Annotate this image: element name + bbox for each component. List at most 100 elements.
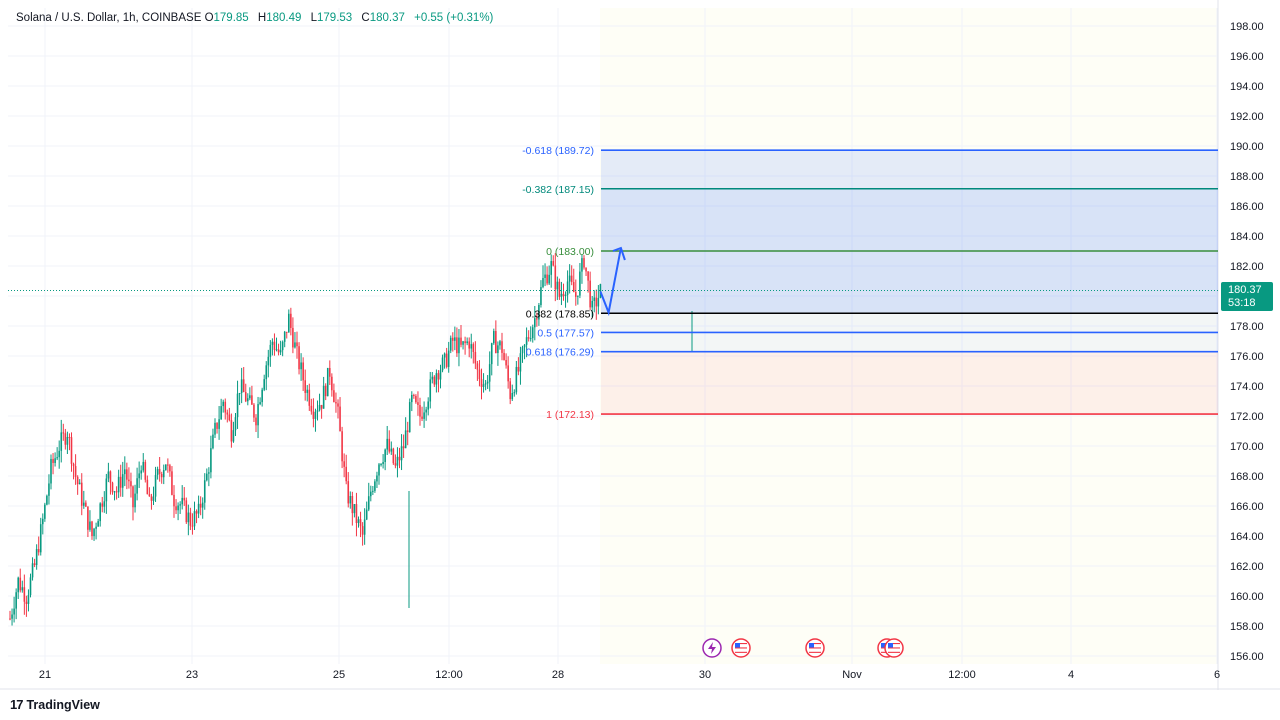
candle-body <box>236 393 239 418</box>
candle-body <box>443 353 446 358</box>
us-flag-icon <box>884 638 904 658</box>
candle-body <box>31 563 34 578</box>
low-label: L <box>310 12 318 24</box>
candle-body <box>376 475 378 482</box>
candle-body <box>552 261 555 266</box>
candle-body <box>281 341 284 351</box>
candle-body <box>158 469 161 474</box>
candle-body <box>212 434 214 449</box>
x-tick-label: Nov <box>842 669 862 681</box>
candle-body <box>152 496 155 501</box>
candle-body <box>203 480 206 503</box>
candle-body <box>23 587 26 602</box>
candle-body <box>265 365 268 380</box>
candle-body <box>411 394 413 403</box>
candle-body <box>87 506 89 530</box>
candle-body <box>408 402 411 432</box>
y-tick-label: 198.00 <box>1230 21 1264 33</box>
candle-body <box>156 469 159 475</box>
y-tick-label: 188.00 <box>1230 171 1264 183</box>
symbol-header: Solana / U.S. Dollar, 1h, COINBASE O179.… <box>16 12 493 24</box>
candle-body <box>406 430 409 432</box>
candle-body <box>388 438 391 452</box>
last-price: 180.37 <box>1228 284 1262 296</box>
candle-body <box>587 271 589 281</box>
candle-body <box>394 463 397 466</box>
y-tick-label: 184.00 <box>1230 231 1264 243</box>
candle-body <box>175 506 177 511</box>
candle-body <box>484 383 487 385</box>
candle-body <box>357 519 360 524</box>
candle-body <box>579 271 581 296</box>
candle-body <box>271 341 274 345</box>
candle-body <box>523 344 526 348</box>
fib-label: 0.618 (176.29) <box>526 347 594 359</box>
candle-body <box>359 519 362 527</box>
candle-body <box>169 465 171 472</box>
candle-body <box>355 504 358 524</box>
x-tick-label: 12:00 <box>435 669 463 681</box>
open-value: 179.85 <box>213 12 249 24</box>
flag-canton <box>888 643 893 648</box>
candle-body <box>384 449 386 463</box>
candle-body <box>445 353 448 367</box>
candle-body <box>538 305 540 320</box>
candle-body <box>253 404 255 418</box>
x-tick-label: 12:00 <box>948 669 976 681</box>
candle-body <box>74 465 77 477</box>
x-tick-label: 6 <box>1214 669 1220 681</box>
candle-body <box>251 395 253 405</box>
candle-body <box>372 490 374 492</box>
candle-body <box>216 422 218 429</box>
candle-body <box>374 481 376 491</box>
candle-body <box>525 337 528 345</box>
candle-body <box>519 353 522 372</box>
us-flag-icon <box>805 638 825 658</box>
candle-body <box>439 370 442 380</box>
candle-body <box>572 282 575 293</box>
candle-body <box>509 381 511 400</box>
candle-body <box>527 337 530 339</box>
candle-body <box>462 341 464 345</box>
flag-stripe <box>888 649 900 651</box>
candle-body <box>11 614 13 619</box>
candle-body <box>115 491 118 493</box>
candle-countdown: 53:18 <box>1228 297 1256 309</box>
candle-body <box>474 351 477 364</box>
candle-body <box>244 392 247 402</box>
candle-body <box>427 401 429 410</box>
candle-body <box>148 494 151 497</box>
flag-stripe <box>809 649 821 651</box>
candle-body <box>50 458 52 484</box>
candle-body <box>78 482 81 485</box>
candle-body <box>80 482 83 506</box>
candle-body <box>66 436 69 445</box>
candle-body <box>490 343 493 365</box>
x-tick-label: 4 <box>1068 669 1074 681</box>
x-tick-label: 25 <box>333 669 345 681</box>
candle-body <box>181 497 183 505</box>
candle-body <box>337 403 339 407</box>
candle-body <box>294 342 296 348</box>
candle-body <box>35 549 38 566</box>
candle-body <box>339 406 341 432</box>
candle-body <box>304 380 306 393</box>
candle-body <box>447 350 450 367</box>
flag-canton <box>881 643 886 648</box>
candle-body <box>91 521 93 537</box>
candle-body <box>378 464 380 476</box>
candle-body <box>273 341 276 350</box>
flag-stripe <box>809 647 821 649</box>
candle-body <box>497 345 499 354</box>
candle-body <box>402 446 405 449</box>
candle-body <box>29 577 32 596</box>
candle-body <box>599 284 602 298</box>
candle-body <box>353 504 356 514</box>
candle-body <box>173 494 175 507</box>
candle-body <box>142 461 145 471</box>
candle-body <box>568 275 571 282</box>
flag-stripe <box>888 643 900 645</box>
candle-body <box>52 458 54 463</box>
tradingview-logo[interactable]: 17 TradingView <box>10 697 100 712</box>
